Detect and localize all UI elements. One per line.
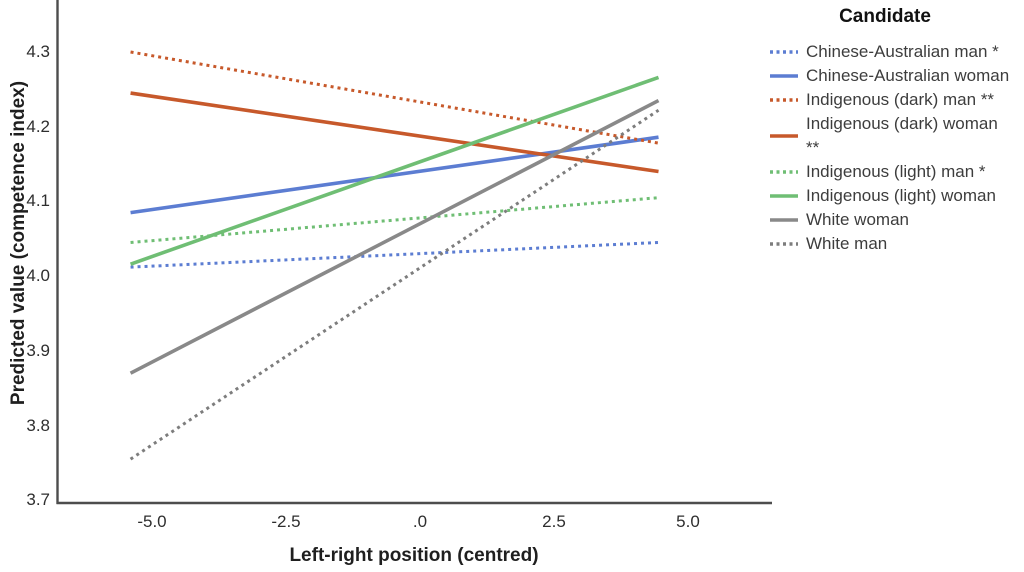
legend-entry: White woman [770, 208, 1016, 232]
legend: Candidate Chinese-Australian man * Chines… [770, 6, 1016, 256]
y-tick-label: 3.8 [26, 415, 50, 435]
series-line-7 [129, 98, 660, 375]
legend-entry: Indigenous (dark) woman ** [770, 112, 1016, 160]
legend-entry-label: White man [806, 234, 888, 253]
y-tick-label: 4.0 [26, 266, 50, 286]
legend-title: Candidate [839, 6, 931, 27]
legend-entry-label: Chinese-Australian man * [806, 42, 999, 61]
series-line-2 [130, 135, 659, 215]
series-line-6 [129, 75, 660, 266]
legend-entry-label: Indigenous (dark) woman ** [806, 114, 998, 157]
x-axis-title: Left-right position (centred) [289, 545, 539, 566]
x-tick-label: .0 [412, 512, 428, 531]
legend-entries: Chinese-Australian man * Chinese-Australi… [770, 40, 1016, 256]
legend-entry-label: Indigenous (light) woman [806, 186, 996, 205]
legend-entry: Indigenous (light) woman [770, 184, 1016, 208]
x-tick-label: 5.0 [676, 512, 700, 531]
y-axis-title: Predicted value (competence index) [8, 80, 29, 406]
y-tick-label: 3.7 [26, 490, 50, 510]
solid-line-swatch-icon [770, 218, 798, 222]
y-tick-label: 3.9 [26, 340, 50, 360]
solid-line-swatch-icon [770, 74, 798, 78]
series-line-8 [129, 109, 660, 461]
solid-line-swatch-icon [770, 134, 798, 138]
legend-entry: Indigenous (dark) man ** [770, 88, 1016, 112]
series-lines [129, 50, 660, 461]
legend-entry: Chinese-Australian woman [770, 64, 1016, 88]
dotted-line-swatch-icon [770, 50, 798, 54]
legend-entry: White man [770, 232, 1016, 256]
legend-entry: Chinese-Australian man * [770, 40, 1016, 64]
x-tick-label: -2.5 [271, 512, 301, 531]
dotted-line-swatch-icon [770, 98, 798, 102]
legend-entry-label: White woman [806, 210, 909, 229]
series-line-3 [130, 50, 659, 145]
series-line-1 [130, 240, 659, 269]
dotted-line-swatch-icon [770, 242, 798, 246]
y-tick-label: 4.1 [26, 191, 50, 211]
y-tick-label: 4.3 [26, 42, 50, 61]
legend-entry-label: Chinese-Australian woman [806, 66, 1010, 85]
x-tick-label: 2.5 [542, 512, 566, 531]
series-line-4 [130, 91, 659, 174]
legend-entry: Indigenous (light) man * [770, 160, 1016, 184]
solid-line-swatch-icon [770, 194, 798, 198]
x-tick-label: -5.0 [137, 512, 167, 531]
series-line-5 [130, 196, 659, 244]
legend-entry-label: Indigenous (dark) man ** [806, 90, 995, 109]
y-tick-label: 4.2 [26, 116, 50, 136]
legend-entry-label: Indigenous (light) man * [806, 162, 986, 181]
dotted-line-swatch-icon [770, 170, 798, 174]
